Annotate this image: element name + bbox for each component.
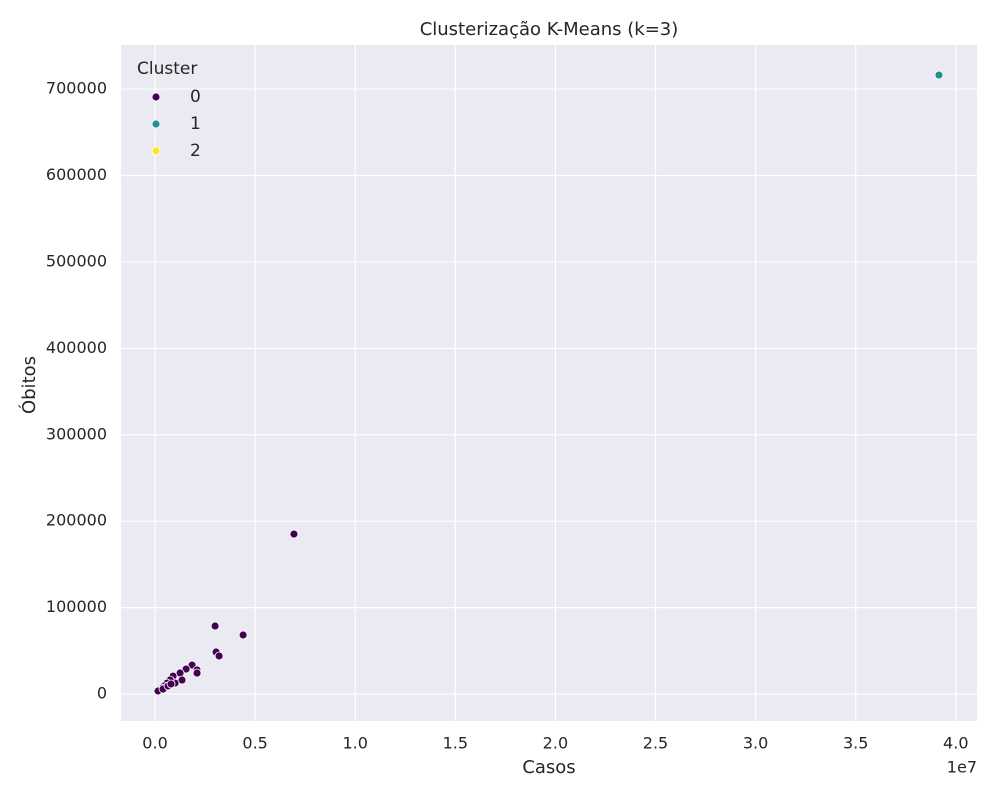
x-tick-label: 0.0 <box>142 734 167 753</box>
x-tick-label: 4.0 <box>943 734 968 753</box>
y-tick-label: 400000 <box>46 338 107 357</box>
legend-label: 1 <box>190 114 201 134</box>
legend-marker <box>151 146 161 156</box>
x-tick-label: 0.5 <box>242 734 267 753</box>
point <box>289 529 299 539</box>
point <box>214 651 224 661</box>
x-offset-label: 1e7 <box>947 758 977 777</box>
legend-label: 2 <box>190 141 201 161</box>
x-tick-label: 3.5 <box>843 734 868 753</box>
point <box>166 679 176 689</box>
y-tick-label: 700000 <box>46 79 107 98</box>
grid <box>121 45 977 721</box>
y-tick-label: 500000 <box>46 251 107 270</box>
x-axis-label: Casos <box>522 757 575 778</box>
legend-label: 0 <box>190 87 201 107</box>
y-axis-label: Óbitos <box>18 356 40 414</box>
x-tick-label: 2.5 <box>643 734 668 753</box>
x-tick-label: 2.0 <box>543 734 568 753</box>
points <box>153 70 944 696</box>
legend: Cluster 0 1 2 <box>137 59 201 161</box>
y-tick-label: 300000 <box>46 424 107 443</box>
x-tick-label: 1.5 <box>443 734 468 753</box>
x-tick-label: 1.0 <box>342 734 367 753</box>
y-tick-label: 200000 <box>46 511 107 530</box>
point <box>181 664 191 674</box>
x-tick-label: 3.0 <box>743 734 768 753</box>
point <box>192 668 202 678</box>
y-tick-label: 100000 <box>46 597 107 616</box>
chart-title: Clusterização K-Means (k=3) <box>420 19 679 40</box>
point <box>210 621 220 631</box>
point <box>238 630 248 640</box>
point <box>934 70 944 80</box>
legend-marker <box>151 92 161 102</box>
legend-title: Cluster <box>137 59 197 79</box>
legend-marker <box>151 119 161 129</box>
y-tick-label: 0 <box>97 684 107 703</box>
plot-area <box>121 45 977 721</box>
y-tick-label: 600000 <box>46 165 107 184</box>
